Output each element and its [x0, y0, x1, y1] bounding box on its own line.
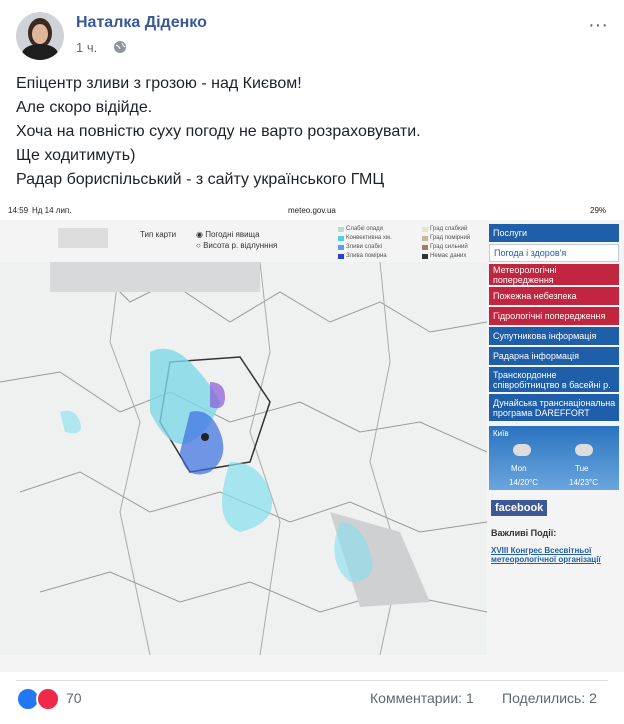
post-image[interactable]: 14:59 Нд 14 лип. meteo.gov.ua 29% Тип ка…: [0, 200, 624, 672]
legend-item: Град сильний: [422, 244, 468, 250]
status-date: Нд 14 лип.: [32, 206, 72, 215]
status-url: meteo.gov.ua: [288, 206, 336, 215]
menu-item[interactable]: Пожежна небезпека: [489, 287, 619, 305]
post-line: Але скоро відійде.: [16, 99, 153, 116]
legend-swatch: [422, 253, 428, 259]
weather-icon: [513, 444, 531, 456]
globe-icon: [114, 41, 126, 53]
legend-item: Конвективна хм.: [338, 235, 392, 241]
event-link[interactable]: XVIII Конгрес Всесвітньої метеорологічно…: [491, 546, 601, 564]
legend-swatch: [422, 226, 428, 232]
logo-placeholder: [58, 228, 108, 248]
avatar[interactable]: [16, 12, 64, 60]
author-name[interactable]: Наталка Діденко: [76, 14, 207, 31]
weather-day: Mon: [511, 464, 527, 473]
menu-item[interactable]: Метеорологічні попередження: [489, 264, 619, 285]
more-button[interactable]: ···: [588, 14, 608, 36]
option-text: Погодні явища: [205, 230, 260, 239]
map-drawing: [0, 261, 488, 656]
love-icon[interactable]: [36, 687, 60, 711]
legend-swatch: [338, 226, 344, 232]
legend-label: Конвективна хм.: [346, 235, 392, 241]
post-line: Епіцентр зливи з грозою - над Києвом!: [16, 75, 302, 92]
status-bar: 14:59 Нд 14 лип. meteo.gov.ua 29%: [0, 200, 624, 220]
legend-item: Немає даних: [422, 253, 466, 259]
weather-day: Tue: [575, 464, 589, 473]
legend-swatch: [422, 244, 428, 250]
like-icon[interactable]: [16, 687, 40, 711]
legend-swatch: [338, 244, 344, 250]
post-text: Епіцентр зливи з грозою - над Києвом! Але…: [16, 72, 421, 192]
weather-city: Київ: [493, 429, 509, 438]
status-time: 14:59: [8, 206, 29, 215]
menu-item[interactable]: Супутникова інформація: [489, 327, 619, 345]
events-title: Важливі Події:: [491, 528, 557, 538]
legend-label: Град слабкий: [430, 226, 468, 232]
reaction-count[interactable]: 70: [66, 690, 82, 706]
divider: [16, 680, 608, 681]
legend-item: Слабкі опади: [338, 226, 383, 232]
legend-swatch: [422, 235, 428, 241]
menu-item[interactable]: Радарна інформація: [489, 347, 619, 365]
legend-label: Зливи слабкі: [346, 244, 382, 250]
legend-label: Слабкі опади: [346, 226, 384, 232]
legend-item: Злива помірна: [338, 253, 387, 259]
weather-temp: 14/23°C: [569, 478, 598, 487]
menu-item[interactable]: Погода і здоров'я: [489, 244, 619, 262]
weather-widget[interactable]: Київ Mon 14/20°C Tue 14/23°C: [489, 426, 619, 490]
map-type-label: Тип карти: [140, 230, 177, 239]
weather-icon: [575, 444, 593, 456]
map-type-option[interactable]: ○ Висота р. відлунння: [196, 241, 278, 250]
legend-item: Град слабкий: [422, 226, 467, 232]
post-time[interactable]: 1 ч.: [76, 40, 98, 55]
legend-label: Град помірний: [430, 235, 471, 241]
legend-label: Злива помірна: [346, 253, 387, 259]
facebook-button[interactable]: facebook: [491, 500, 548, 516]
post-line: Радар бориспільський - з сайту українськ…: [16, 171, 385, 188]
status-battery: 29%: [590, 206, 607, 215]
weather-temp: 14/20°C: [509, 478, 538, 487]
menu-item[interactable]: Дунайська транснаціональна програма DARE…: [489, 394, 619, 421]
legend-item: Зливи слабкі: [338, 244, 382, 250]
post-line: Ще ходитимуть): [16, 147, 136, 164]
menu-item[interactable]: Гідрологічні попередження: [489, 307, 619, 325]
legend-swatch: [338, 235, 344, 241]
comments-count[interactable]: Комментарии: 1: [370, 690, 474, 706]
menu-item[interactable]: Транскордонне співробітництво в басейні …: [489, 367, 619, 392]
post-line: Хоча на повністю суху погоду не варто ро…: [16, 123, 421, 140]
legend-label: Град сильний: [430, 244, 468, 250]
legend-item: Град помірний: [422, 235, 470, 241]
map-type-option[interactable]: ◉ Погодні явища: [196, 230, 260, 239]
shares-count[interactable]: Поделились: 2: [502, 690, 597, 706]
menu-item[interactable]: Послуги: [489, 224, 619, 242]
radar-map: [0, 261, 488, 656]
legend-label: Немає даних: [430, 253, 467, 259]
option-text: Висота р. відлунння: [203, 241, 278, 250]
legend-swatch: [338, 253, 344, 259]
